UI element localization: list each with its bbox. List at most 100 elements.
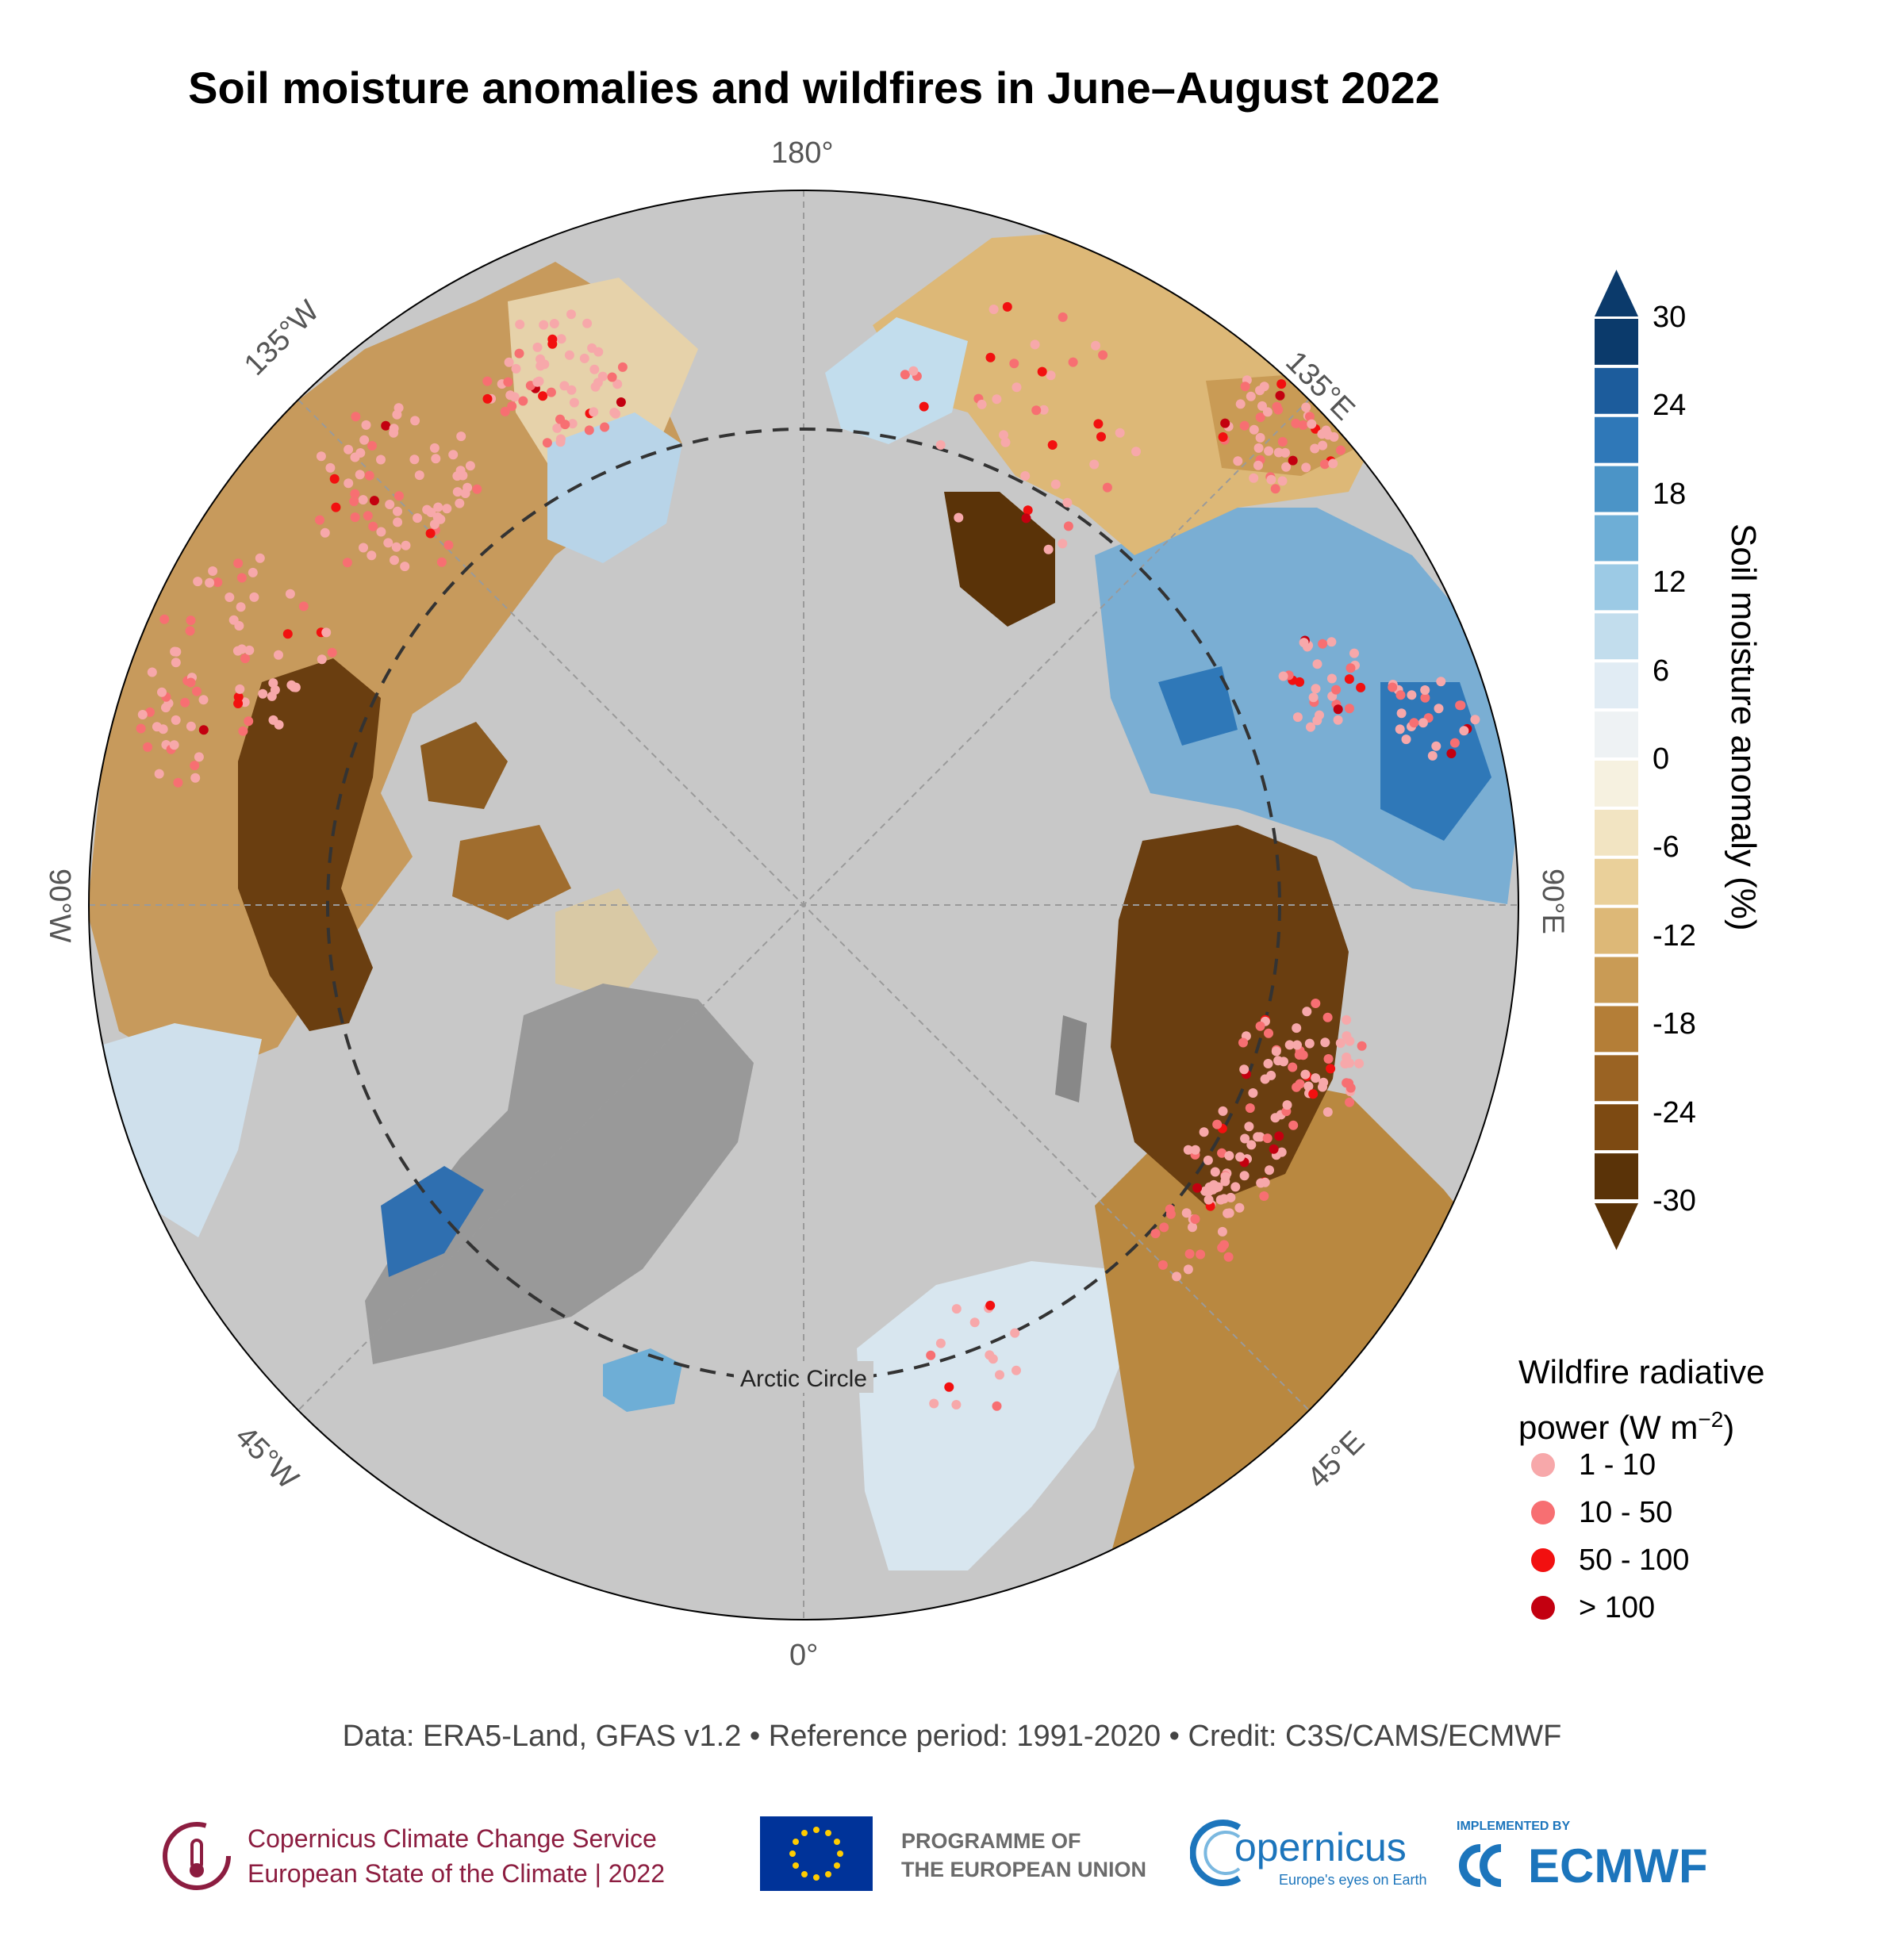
wildfire-point	[363, 511, 373, 521]
wildfire-point	[518, 396, 528, 406]
wildfire-point	[954, 512, 964, 523]
wildfire-point	[1183, 1145, 1193, 1155]
wildfire-point	[1096, 431, 1106, 442]
wildfire-point	[1068, 357, 1078, 367]
wildfire-point	[504, 357, 514, 367]
wildfire-point	[1038, 405, 1049, 415]
wildfire-point	[425, 528, 436, 539]
wildfire-point	[268, 715, 278, 725]
wildfire-point	[1326, 673, 1337, 684]
wildfire-point	[935, 440, 946, 450]
wildfire-point	[1270, 484, 1280, 494]
ecmwf-logo-icon	[1459, 1844, 1502, 1887]
wildfire-point	[1310, 443, 1320, 454]
wildfire-point	[136, 723, 146, 734]
wildfire-point	[1449, 738, 1460, 748]
wildfire-point	[1344, 674, 1354, 685]
colorbar-under-arrow	[1595, 1203, 1638, 1250]
wildfire-point	[1188, 1222, 1197, 1233]
wildfire-point	[600, 422, 610, 432]
wildfire-point	[1357, 1041, 1367, 1051]
wildfire-point	[1010, 1328, 1020, 1338]
copernicus-logo-tagline: Europe's eyes on Earth	[1279, 1872, 1427, 1888]
wildfire-point	[919, 401, 929, 412]
ccs-logo-line2: European State of the Climate | 2022	[248, 1859, 665, 1888]
wildfire-point	[410, 416, 420, 426]
colorbar-segment	[1595, 613, 1638, 660]
colorbar-tick-label: 6	[1653, 654, 1670, 688]
copernicus-logo-text: opernicus	[1234, 1825, 1407, 1870]
wildfire-point	[503, 377, 513, 387]
colorbar-segment	[1595, 1055, 1638, 1102]
wildfire-point	[1159, 1222, 1169, 1233]
wildfire-point	[233, 699, 244, 708]
wildfire-point	[969, 1317, 980, 1328]
wildfire-point	[1271, 1046, 1281, 1057]
wildfire-legend-item: > 100	[1531, 1590, 1655, 1626]
wildfire-point	[1210, 1167, 1220, 1177]
wildfire-point	[1217, 1226, 1227, 1237]
wildfire-point	[426, 508, 436, 517]
wildfire-point	[1249, 473, 1259, 483]
lon-label-0: 0°	[789, 1639, 819, 1672]
wildfire-point	[414, 470, 424, 481]
wildfire-point	[1224, 1208, 1234, 1218]
wildfire-point	[579, 353, 589, 363]
wildfire-point	[1395, 724, 1405, 734]
wildfire-point	[1235, 399, 1246, 409]
colorbar-title: Soil moisture anomaly (%)	[1724, 523, 1763, 931]
wildfire-point	[393, 517, 403, 527]
wildfire-point	[1345, 704, 1354, 714]
wildfire-point	[205, 577, 215, 588]
wildfire-point	[1002, 301, 1012, 312]
wildfire-point	[361, 420, 371, 430]
colorbar-tick-label: -30	[1653, 1184, 1696, 1218]
island-victoria	[452, 825, 571, 920]
wildfire-point	[1190, 1145, 1200, 1155]
wildfire-point	[385, 500, 395, 509]
wildfire-point	[1288, 1062, 1298, 1072]
wildfire-point	[509, 392, 520, 402]
wildfire-legend-label: 10 - 50	[1579, 1495, 1673, 1529]
wildfire-point	[443, 540, 454, 550]
wildfire-point	[547, 334, 558, 344]
wildfire-point	[192, 686, 202, 696]
wildfire-point	[442, 504, 452, 514]
wildfire-point	[190, 761, 200, 771]
wildfire-point	[1270, 1113, 1280, 1123]
wildfire-point	[1349, 648, 1359, 658]
colorbar-segment	[1595, 367, 1638, 414]
eu-star-icon	[813, 1874, 820, 1881]
eu-star-icon	[837, 1850, 843, 1857]
wildfire-point	[1255, 412, 1265, 423]
wildfire-point	[1255, 1021, 1265, 1031]
wildfire-point	[1388, 682, 1398, 692]
wildfire-legend-item: 50 - 100	[1531, 1542, 1689, 1578]
wildfire-point	[1062, 497, 1073, 508]
wildfire-point	[1436, 677, 1446, 687]
wildfire-legend-label: 50 - 100	[1579, 1543, 1690, 1577]
wildfire-legend-label: > 100	[1579, 1590, 1656, 1624]
colorbar-tick-label: 12	[1653, 566, 1687, 600]
wildfire-point	[267, 691, 277, 701]
wildfire-point	[546, 387, 556, 397]
land-yakutia-dry	[944, 492, 1055, 627]
wildfire-point	[507, 401, 517, 412]
wildfire-point	[344, 478, 354, 489]
wildfire-point	[1354, 1058, 1365, 1068]
colorbar-segment	[1595, 515, 1638, 562]
wildfire-point	[992, 1401, 1002, 1411]
colorbar-tick-label: 24	[1653, 389, 1687, 423]
land-central-siberia-deep	[1158, 666, 1238, 746]
wildfire-point	[988, 305, 999, 314]
wildfire-point	[452, 487, 463, 497]
wildfire-point	[1303, 1081, 1314, 1091]
wildfire-point	[351, 412, 361, 422]
wildfire-point	[1291, 418, 1301, 428]
wildfire-point	[1031, 405, 1042, 416]
wildfire-legend-label: 1 - 10	[1579, 1448, 1656, 1482]
eu-flag-icon	[760, 1816, 873, 1891]
wildfire-point	[514, 348, 524, 359]
wildfire-point	[456, 431, 466, 442]
wildfire-point	[1278, 671, 1288, 681]
